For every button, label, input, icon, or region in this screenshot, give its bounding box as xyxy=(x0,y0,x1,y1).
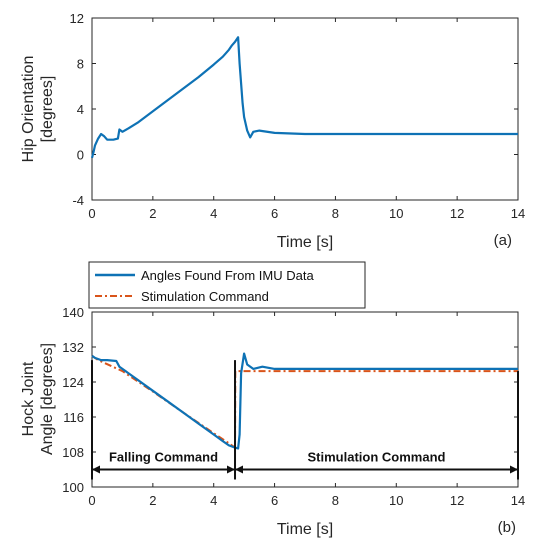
panel-a-xtick-label: 8 xyxy=(332,206,339,221)
panel-a-ylabel-line2: [degrees] xyxy=(39,76,56,143)
panel-b-xtick-label: 4 xyxy=(210,493,217,508)
panel-b-annotations: Falling Command Stimulation Command xyxy=(91,360,519,480)
panel-a-ylabel-line1: Hip Orientation xyxy=(20,56,37,163)
panel-b: 0 2 4 6 8 10 12 14 100 108 116 124 132 140 Falling Co… xyxy=(20,261,525,538)
panel-a: 0 2 4 6 8 10 12 14 -4 0 4 8 12 Time [s] Hip Orientat… xyxy=(20,11,525,251)
panel-a-xtick-label: 14 xyxy=(511,206,525,221)
panel-b-ytick-label: 124 xyxy=(62,375,84,390)
panel-b-legend: Angles Found From IMU Data Stimulation C… xyxy=(88,261,366,309)
panel-a-xtick-label: 6 xyxy=(271,206,278,221)
legend-box xyxy=(88,261,366,309)
panel-b-stimulation-line xyxy=(91,354,518,450)
panel-a-xtick-label: 4 xyxy=(210,206,217,221)
panel-b-xtick-label: 2 xyxy=(149,493,156,508)
panel-b-axes-box xyxy=(91,311,519,488)
panel-a-ticks: 0 2 4 6 8 10 12 14 -4 0 4 8 12 xyxy=(70,11,526,221)
legend-label-stimulation: Stimulation Command xyxy=(141,289,269,304)
panel-a-label: (a) xyxy=(494,232,512,249)
panel-b-xtick-label: 6 xyxy=(271,493,278,508)
annotation-arrowhead-left xyxy=(92,465,100,474)
panel-b-ytick-label: 108 xyxy=(62,445,84,460)
annotation-label: Falling Command xyxy=(109,450,218,465)
panel-b-xtick-label: 0 xyxy=(88,493,95,508)
panel-b-ytick-label: 132 xyxy=(62,340,84,355)
annotation-arrowhead-right xyxy=(510,465,518,474)
panel-a-xtick-label: 2 xyxy=(149,206,156,221)
panel-a-ytick-label: -4 xyxy=(72,193,84,208)
annotation-arrowhead-right xyxy=(227,465,236,474)
panel-a-axes-box xyxy=(91,17,519,201)
panel-a-xtick-label: 0 xyxy=(88,206,95,221)
panel-b-xlabel: Time [s] xyxy=(277,521,333,538)
panel-a-ytick-label: 12 xyxy=(70,11,84,26)
panel-b-xtick-label: 10 xyxy=(389,493,403,508)
panel-b-ylabel-line2: Angle [degrees] xyxy=(39,343,56,455)
panel-a-xlabel: Time [s] xyxy=(277,234,333,251)
panel-b-ticks: 0 2 4 6 8 10 12 14 100 108 116 124 132 140 xyxy=(62,305,525,508)
panel-b-xtick-label: 12 xyxy=(450,493,464,508)
panel-a-xtick-label: 12 xyxy=(450,206,464,221)
panel-b-ytick-label: 116 xyxy=(63,410,84,425)
annotation-label: Stimulation Command xyxy=(308,450,446,465)
panel-a-xtick-label: 10 xyxy=(389,206,403,221)
panel-b-xtick-label: 14 xyxy=(511,493,525,508)
panel-a-ytick-label: 0 xyxy=(77,148,84,163)
panel-b-xtick-label: 8 xyxy=(332,493,339,508)
panel-a-ytick-label: 4 xyxy=(77,102,84,117)
legend-label-imu: Angles Found From IMU Data xyxy=(141,268,314,283)
panel-b-label: (b) xyxy=(498,519,516,536)
panel-a-ytick-label: 8 xyxy=(77,57,84,72)
panel-a-hip-line xyxy=(90,36,518,159)
panel-b-imu-line xyxy=(91,352,518,450)
panel-b-ytick-label: 100 xyxy=(62,480,84,495)
panel-b-ytick-label: 140 xyxy=(62,305,84,320)
panel-b-ylabel-line1: Hock Joint xyxy=(20,361,37,436)
annotation-arrowhead-left xyxy=(235,465,244,474)
